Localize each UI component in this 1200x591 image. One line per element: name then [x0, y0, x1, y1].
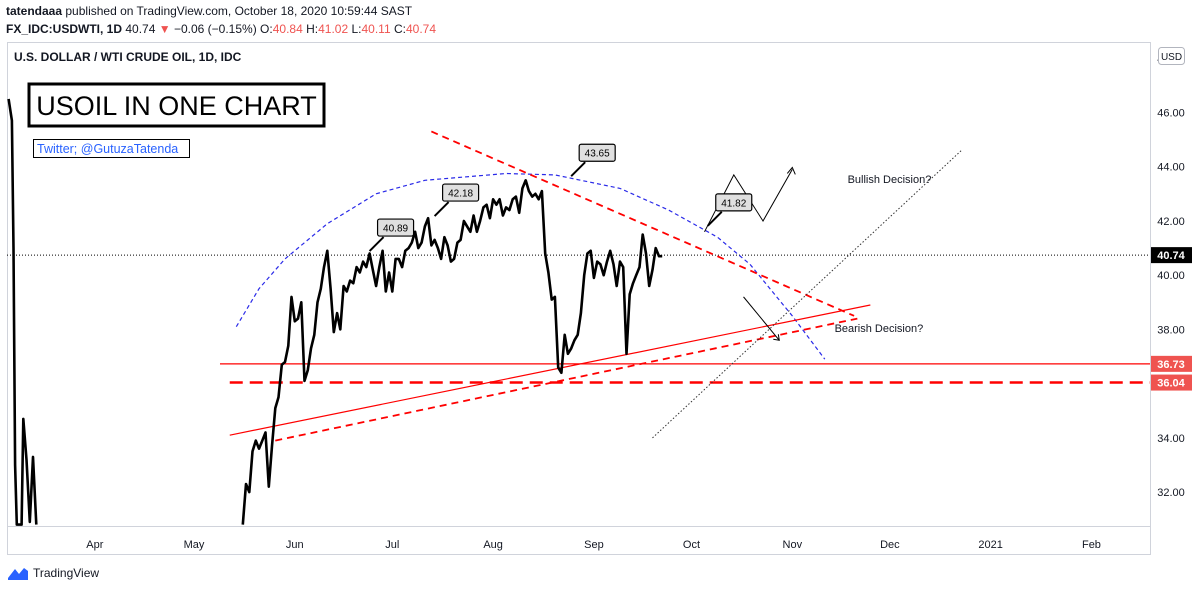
tradingview-logo-icon — [8, 568, 28, 580]
callout-text: 40.89 — [383, 224, 408, 235]
close-value: 40.74 — [405, 22, 436, 36]
last-price: 40.74 — [125, 22, 156, 36]
decision-notes: Bullish Decision? Bearish Decision? — [835, 174, 932, 335]
callout-pointer — [433, 201, 450, 217]
callout-text: 43.65 — [585, 149, 610, 160]
price-tick-label: 46.00 — [1157, 107, 1185, 119]
price-tick-label: 40.00 — [1157, 270, 1185, 282]
high-value: 41.02 — [318, 22, 349, 36]
tradingview-brand: TradingView — [33, 566, 100, 580]
price-badge-text: 36.04 — [1157, 378, 1185, 390]
time-tick-label: Aug — [483, 539, 503, 551]
chart-title: U.S. DOLLAR / WTI CRUDE OIL, 1D, IDC — [14, 50, 242, 64]
callout-box — [376, 218, 415, 237]
ohlc-line: FX_IDC:USDWTI, 1D 40.74 ▼ −0.06 (−0.15%)… — [6, 22, 436, 36]
dotted-trendline — [652, 150, 962, 439]
close-label: C: — [393, 22, 406, 36]
tradingview-footer[interactable]: TradingView — [8, 566, 99, 580]
time-tick-label: Sep — [584, 539, 604, 551]
callout-pointer — [570, 161, 586, 177]
price-tick-label: 42.00 — [1157, 216, 1185, 228]
time-axis[interactable]: Apr May Jun Jul Aug Sep Oct Nov Dec 2021 Feb — [86, 539, 1101, 551]
price-tick-label: 44.00 — [1157, 162, 1185, 174]
callout-pointer — [707, 211, 723, 227]
bearish-arrow — [743, 296, 780, 341]
arc-curve — [235, 172, 826, 360]
price-axis[interactable]: 32.0034.0036.0038.0040.0042.0044.0046.00… — [1157, 53, 1185, 499]
decision-note: Bullish Decision? — [848, 174, 932, 186]
annotation-box-frame — [27, 82, 326, 128]
price-badge-text: 36.73 — [1157, 359, 1185, 371]
price-badge-bg — [1151, 355, 1192, 372]
time-tick-label: Nov — [783, 539, 803, 551]
resistance-line-dashed — [430, 130, 855, 317]
time-tick-label: Jun — [286, 539, 304, 551]
price-change: −0.06 (−0.15%) — [173, 22, 257, 36]
price-callouts: 40.89 42.18 43.65 41.82 — [368, 143, 753, 252]
drawing-overlays — [219, 130, 1150, 442]
currency-label: USD — [1161, 52, 1182, 63]
rising-trendline-dashed — [275, 317, 858, 442]
high-label: H: — [306, 22, 319, 36]
price-tick-label: 34.00 — [1157, 433, 1185, 445]
time-tick-label: Feb — [1082, 539, 1101, 551]
callout-box — [578, 143, 616, 162]
open-value: 40.84 — [272, 22, 303, 36]
price-badge-bg — [1151, 247, 1192, 264]
publish-line: tatendaaa published on TradingView.com, … — [6, 4, 412, 18]
price-badges: 40.74 36.73 36.04 — [1151, 247, 1192, 391]
low-label: L: — [351, 22, 362, 36]
annotation-box-text: USOIL IN ONE CHART — [36, 91, 317, 121]
published-text: published on TradingView.com, October 18… — [65, 4, 413, 18]
callout-text: 42.18 — [448, 189, 473, 200]
time-tick-label: Jul — [385, 539, 399, 551]
down-arrow-icon: ▼ — [158, 22, 171, 36]
time-tick-label: Apr — [86, 539, 103, 551]
time-tick-label: Dec — [880, 539, 900, 551]
callout-box — [715, 193, 753, 212]
price-series-line — [7, 98, 663, 526]
twitter-label-text: Twitter; @GutuzaTatenda — [37, 142, 178, 156]
price-badge-text: 40.74 — [1157, 250, 1185, 262]
callout-box — [442, 183, 480, 202]
rising-trendline — [229, 304, 871, 436]
time-tick-label: Oct — [683, 539, 700, 551]
low-value: 40.11 — [361, 22, 391, 36]
time-tick-label: May — [184, 539, 205, 551]
symbol-label: FX_IDC:USDWTI, 1D — [6, 22, 123, 36]
price-tick-label: 38.00 — [1157, 324, 1185, 336]
callout-text: 41.82 — [721, 198, 746, 209]
twitter-label-frame — [33, 139, 190, 158]
open-label: O: — [260, 22, 273, 36]
bullish-arrow-head — [786, 166, 796, 175]
callout-pointer — [368, 236, 385, 252]
currency-button[interactable] — [1158, 47, 1185, 65]
price-tick-label: 32.00 — [1157, 487, 1185, 499]
time-tick-label: 2021 — [978, 539, 1002, 551]
bearish-arrow-head — [773, 334, 780, 341]
price-badge-bg — [1151, 374, 1192, 391]
author-name[interactable]: tatendaaa — [6, 4, 63, 18]
decision-note: Bearish Decision? — [835, 323, 924, 335]
